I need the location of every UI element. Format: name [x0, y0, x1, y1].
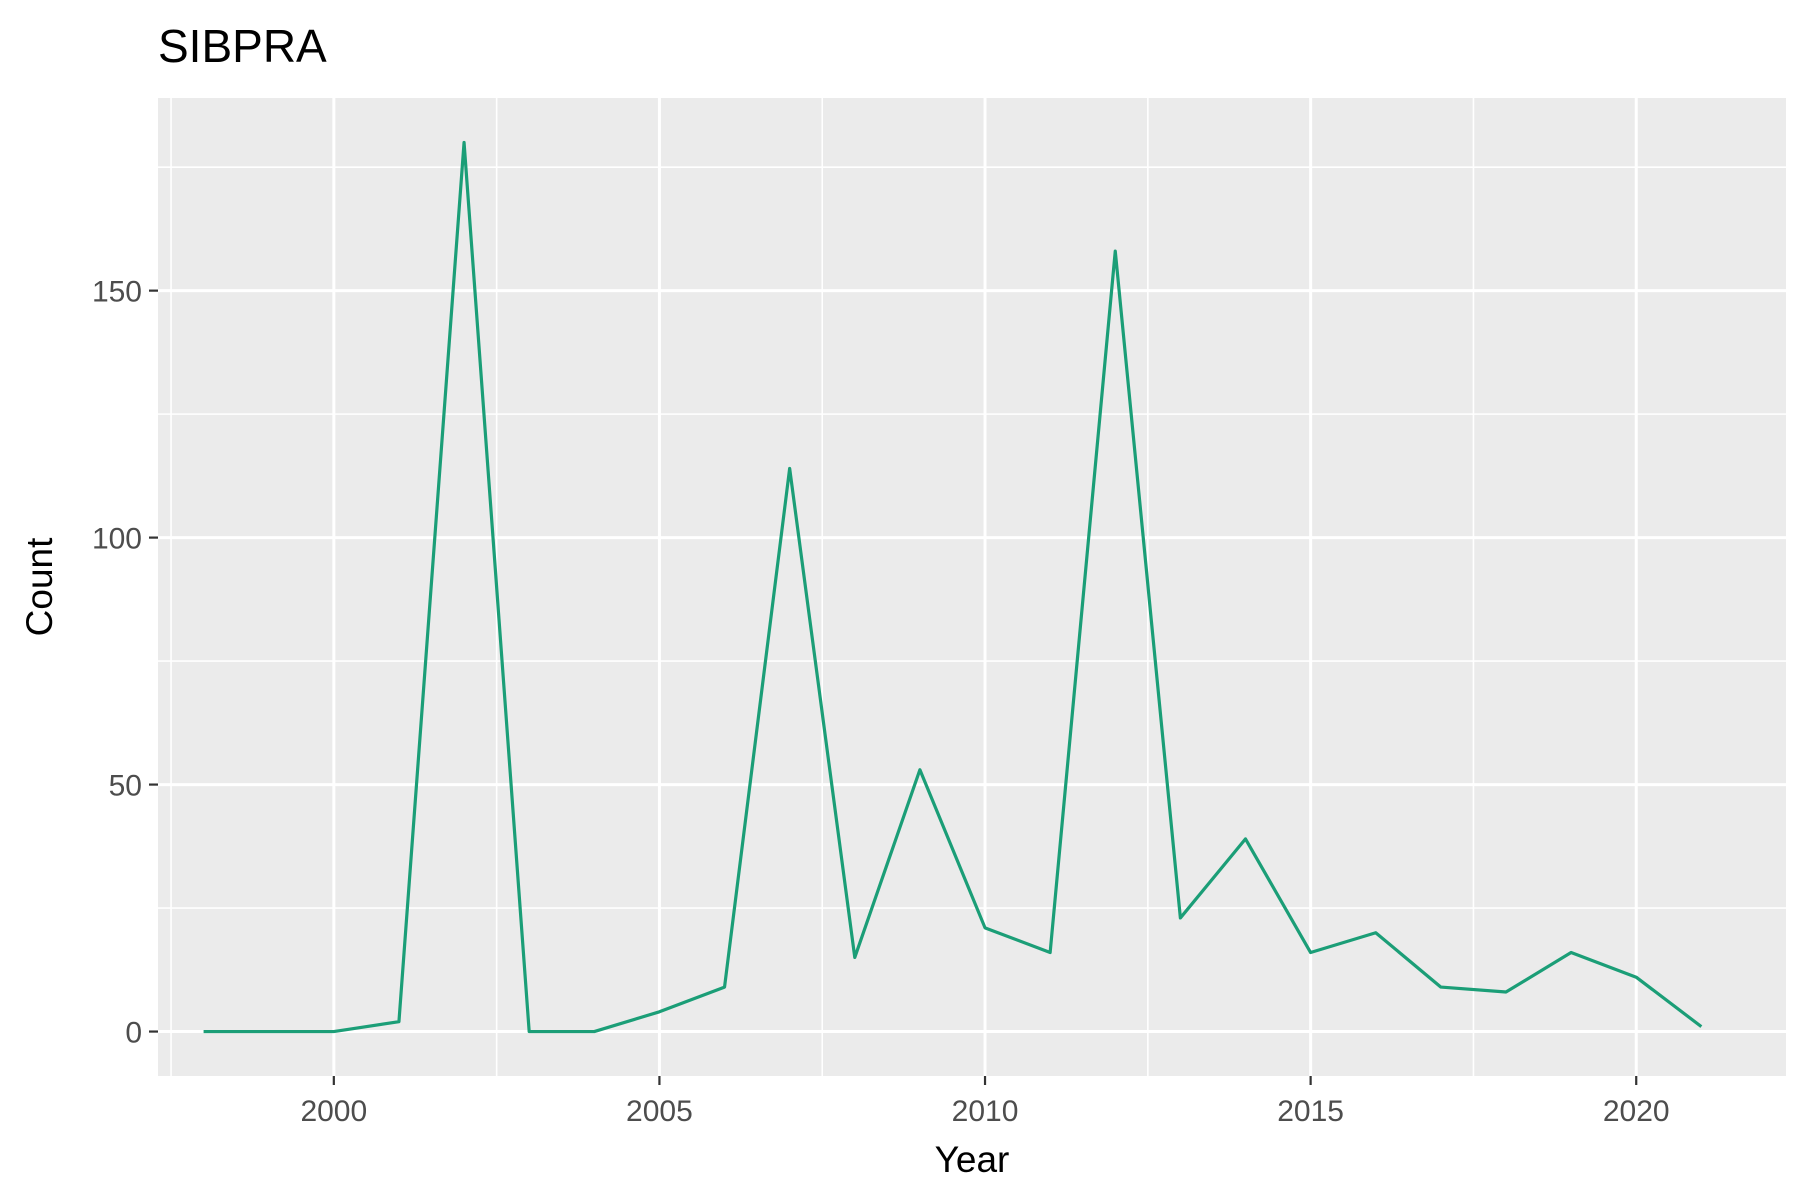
x-axis-title: Year [935, 1139, 1010, 1180]
y-tick-label: 0 [125, 1017, 142, 1050]
x-tick-label: 2000 [300, 1095, 367, 1128]
x-tick-label: 2005 [626, 1095, 693, 1128]
y-tick-label: 150 [92, 276, 142, 309]
axis-layer: 2000 2005 2010 2015 2020 0 50 100 150 [92, 276, 1670, 1128]
chart-title: SIBPRA [158, 20, 327, 72]
y-axis-title: Count [19, 537, 60, 636]
x-tick-label: 2015 [1277, 1095, 1344, 1128]
minor-grid [158, 98, 1786, 1076]
plot-panel [158, 98, 1786, 1076]
x-tick-label: 2020 [1603, 1095, 1670, 1128]
x-tick-label: 2010 [952, 1095, 1019, 1128]
major-grid [158, 98, 1786, 1076]
series-line [203, 140, 1703, 1034]
series-layer [203, 140, 1703, 1034]
y-tick-label: 100 [92, 523, 142, 556]
y-tick-label: 50 [109, 770, 142, 803]
